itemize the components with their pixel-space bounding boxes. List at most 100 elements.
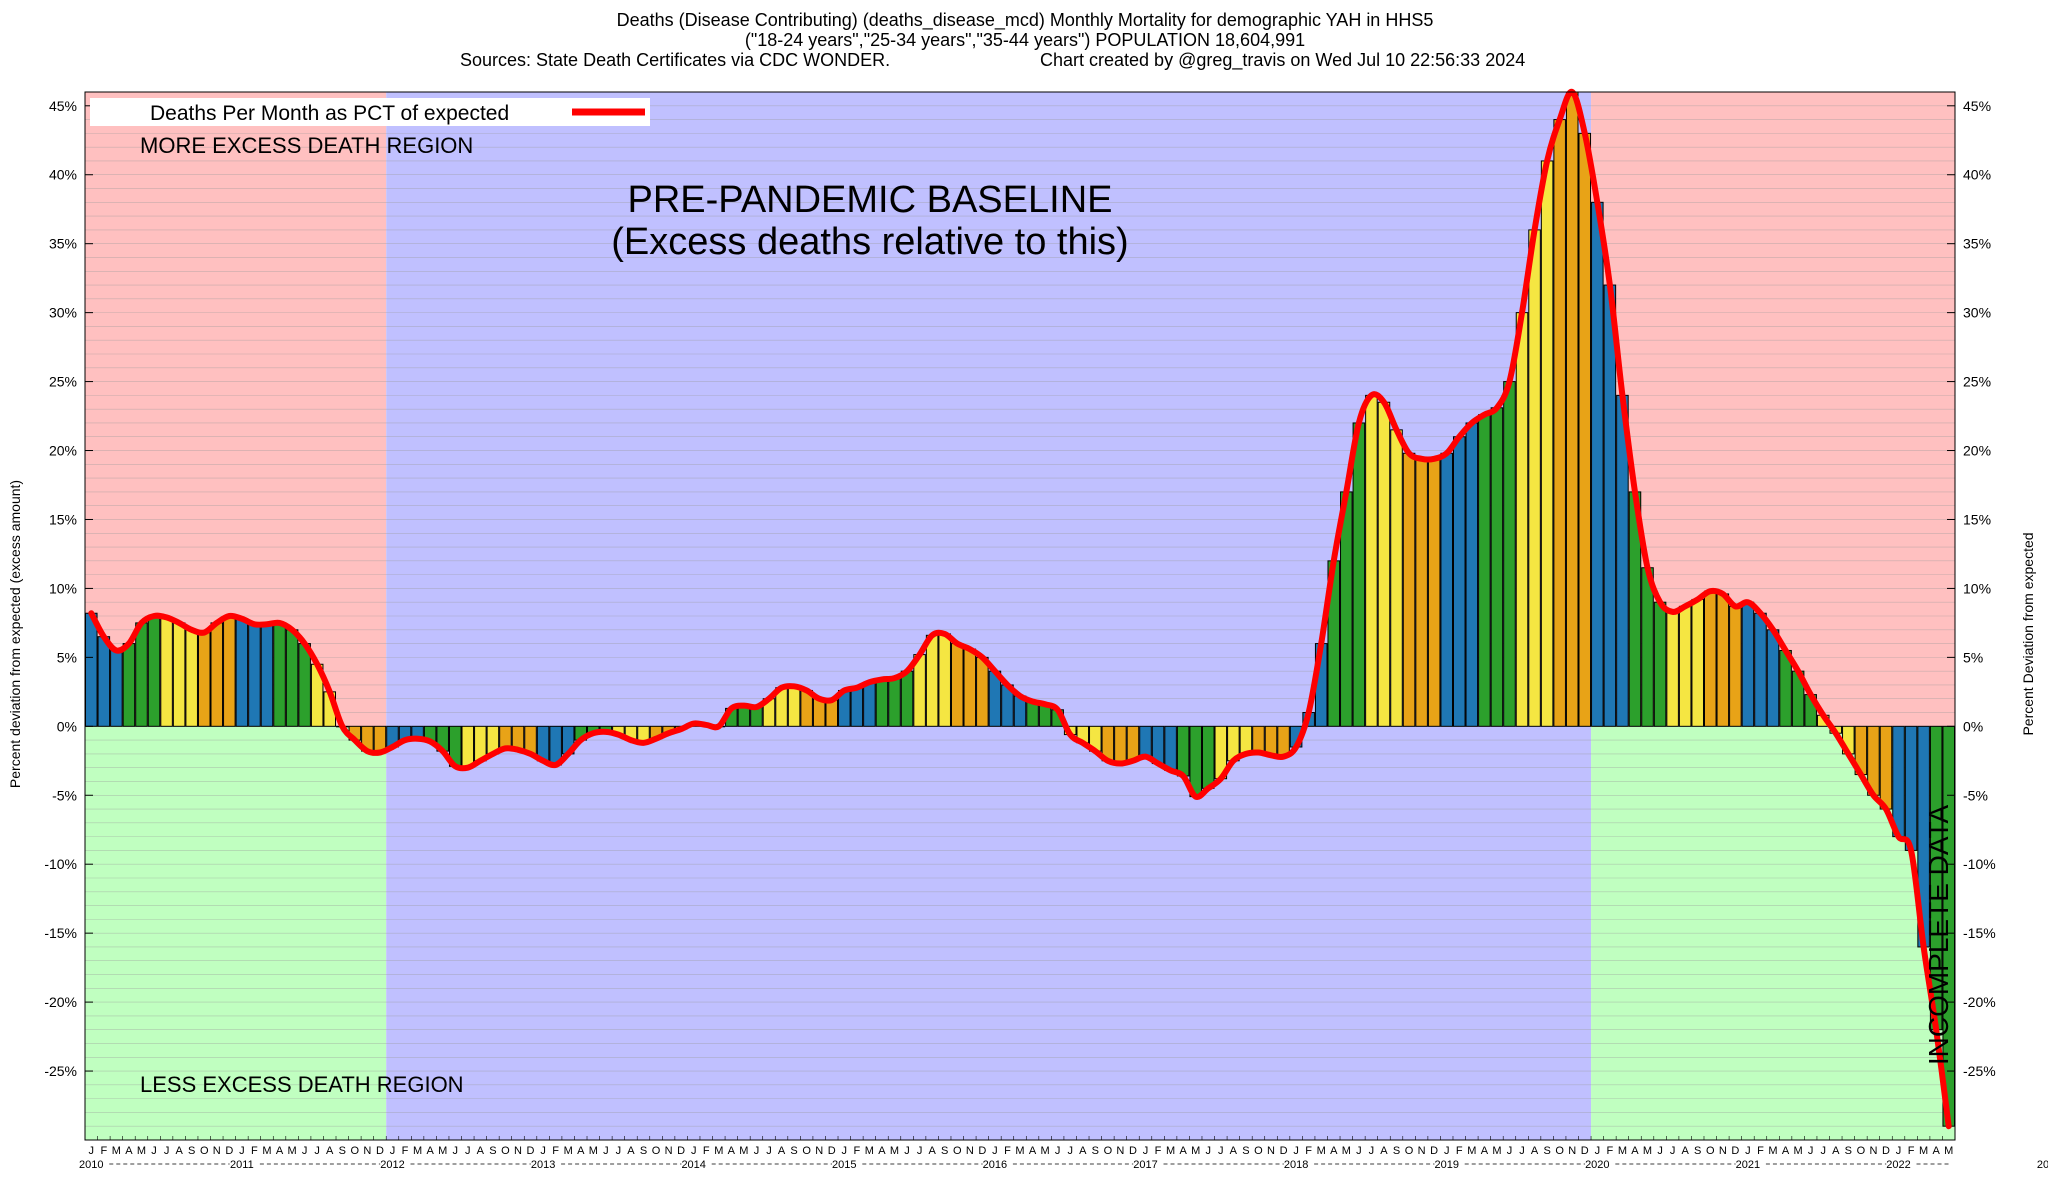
x-month-label: F xyxy=(1305,1145,1312,1157)
x-month-label: F xyxy=(853,1145,860,1157)
x-month-label: M xyxy=(1317,1145,1326,1157)
x-month-label: M xyxy=(112,1145,121,1157)
x-month-label: J xyxy=(89,1145,95,1157)
x-month-label: F xyxy=(402,1145,409,1157)
baseline-label-line1: PRE-PANDEMIC BASELINE xyxy=(628,179,1113,221)
x-month-label: N xyxy=(1267,1145,1275,1157)
x-month-label: F xyxy=(251,1145,258,1157)
x-month-label: J xyxy=(540,1145,546,1157)
x-month-label: A xyxy=(778,1145,786,1157)
bar xyxy=(1703,590,1717,727)
x-month-label: F xyxy=(1456,1145,1463,1157)
x-month-label: D xyxy=(677,1145,685,1157)
bar xyxy=(1591,201,1604,727)
chart-credit-text: Chart created by @greg_travis on Wed Jul… xyxy=(1040,50,1525,71)
y-tick-label: -5% xyxy=(1963,787,1988,803)
x-month-label: A xyxy=(1832,1145,1840,1157)
y-tick-label: -20% xyxy=(1963,994,1996,1010)
y-tick-label: -25% xyxy=(44,1063,77,1079)
bar xyxy=(260,623,274,727)
x-month-label: M xyxy=(1643,1145,1652,1157)
y-tick-label: 35% xyxy=(49,236,77,252)
bar xyxy=(1139,725,1152,758)
bar xyxy=(1553,119,1566,727)
x-year-label: 2010 xyxy=(79,1159,103,1171)
x-month-label: M xyxy=(287,1145,296,1157)
y-tick-label: 30% xyxy=(1963,305,1991,321)
x-year-label: 2015 xyxy=(832,1159,856,1171)
bar xyxy=(197,632,211,727)
bar xyxy=(147,615,161,727)
x-year-label: 2013 xyxy=(531,1159,555,1171)
x-month-label: O xyxy=(652,1145,661,1157)
x-month-label: J xyxy=(691,1145,697,1157)
series-line xyxy=(88,88,1952,1130)
x-month-label: M xyxy=(1492,1145,1501,1157)
x-month-label: J xyxy=(1595,1145,1601,1157)
bar xyxy=(1415,458,1428,727)
bar xyxy=(135,622,148,727)
bar xyxy=(1729,605,1742,727)
x-month-label: O xyxy=(1857,1145,1866,1157)
x-month-label: A xyxy=(326,1145,334,1157)
x-month-label: A xyxy=(125,1145,133,1157)
x-month-label: M xyxy=(438,1145,447,1157)
x-month-label: D xyxy=(1882,1145,1890,1157)
x-month-label: D xyxy=(978,1145,986,1157)
bar xyxy=(938,633,951,727)
x-month-label: J xyxy=(452,1145,458,1157)
legend-label: Deaths Per Month as PCT of expected xyxy=(150,102,509,125)
x-month-label: N xyxy=(665,1145,673,1157)
bar xyxy=(1176,725,1190,777)
bar xyxy=(1678,605,1692,727)
x-year-label: 2018 xyxy=(1284,1159,1308,1171)
x-month-label: A xyxy=(1380,1145,1388,1157)
bar xyxy=(1164,725,1177,771)
bar xyxy=(1766,629,1780,727)
x-month-label: M xyxy=(1768,1145,1777,1157)
bar xyxy=(1352,422,1366,727)
x-month-label: J xyxy=(314,1145,320,1157)
y-tick-label: 0% xyxy=(1963,718,1983,734)
x-month-label: S xyxy=(1092,1145,1099,1157)
x-year-label: 2017 xyxy=(1133,1159,1157,1171)
x-month-label: M xyxy=(137,1145,146,1157)
x-month-label: A xyxy=(1631,1145,1639,1157)
x-month-label: A xyxy=(1933,1145,1941,1157)
x-month-label: J xyxy=(1820,1145,1826,1157)
x-month-label: F xyxy=(1757,1145,1764,1157)
x-month-label: A xyxy=(627,1145,635,1157)
bar xyxy=(1641,567,1654,727)
plot-frame xyxy=(84,91,1956,1141)
y-tick-label: 5% xyxy=(1963,649,1983,665)
bar xyxy=(210,622,224,727)
bar xyxy=(285,629,299,727)
y-tick-label: 45% xyxy=(1963,98,1991,114)
y-tick-label: 20% xyxy=(1963,443,1991,459)
bar xyxy=(1515,312,1529,727)
bar xyxy=(1465,422,1479,727)
x-month-label: A xyxy=(1179,1145,1187,1157)
x-month-label: N xyxy=(815,1145,823,1157)
bar xyxy=(1603,284,1617,727)
x-month-label: N xyxy=(1568,1145,1576,1157)
bar xyxy=(1691,598,1704,727)
y-tick-label: 45% xyxy=(49,98,77,114)
x-month-label: S xyxy=(1845,1145,1852,1157)
x-year-label: 2011 xyxy=(230,1159,254,1171)
x-month-label: A xyxy=(426,1145,434,1157)
x-month-label: J xyxy=(904,1145,910,1157)
x-month-label: F xyxy=(100,1145,107,1157)
bar xyxy=(976,656,989,727)
y-axis-title-right: Percent Deviation from expected xyxy=(2020,532,2036,735)
y-tick-label: 15% xyxy=(49,511,77,527)
chart-title-line1: Deaths (Disease Contributing) (deaths_di… xyxy=(617,10,1434,31)
x-month-label: N xyxy=(1869,1145,1877,1157)
x-month-label: J xyxy=(766,1145,772,1157)
x-month-label: J xyxy=(1055,1145,1061,1157)
x-month-label: D xyxy=(1731,1145,1739,1157)
x-year-label: 2012 xyxy=(380,1159,404,1171)
x-month-label: N xyxy=(363,1145,371,1157)
x-year-label: 2019 xyxy=(1434,1159,1458,1171)
